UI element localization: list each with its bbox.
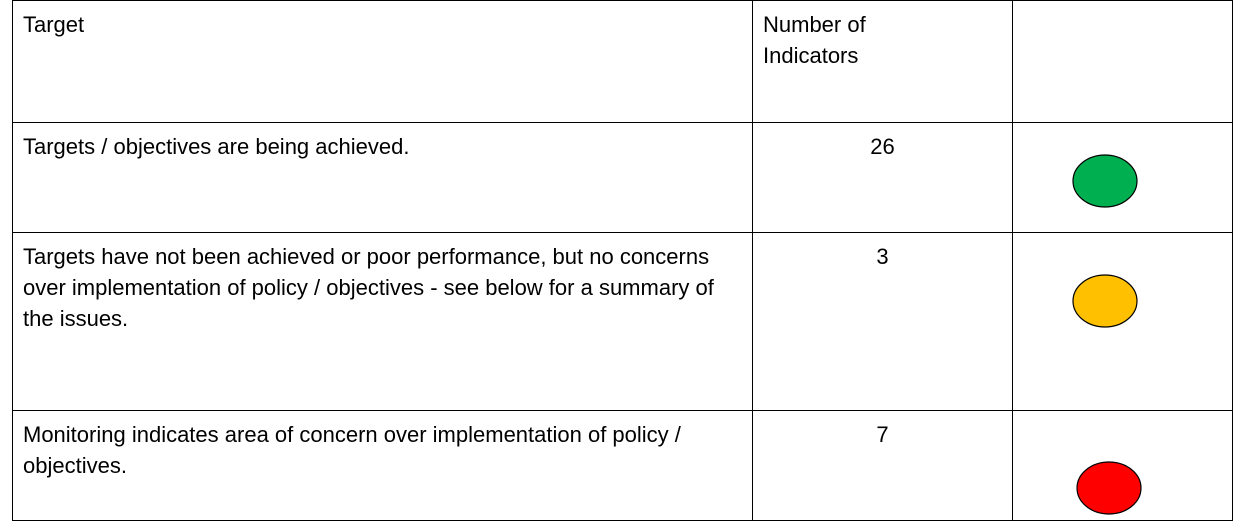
target-cell: Targets have not been achieved or poor p… [12,232,753,411]
status-table: Target Number of Indicators Targets / ob… [12,0,1233,521]
header-text: Number of Indicators [763,12,866,68]
row: Targets / objectives are being achieved.… [12,122,1233,233]
status-cell [1012,232,1233,411]
row: Monitoring indicates area of concern ove… [12,410,1233,521]
row: Targets have not been achieved or poor p… [12,232,1233,411]
status-cell [1012,410,1233,521]
count-cell: 7 [752,410,1013,521]
header-cell: Target [12,0,753,123]
status-circle [1076,461,1142,515]
status-circle [1072,154,1138,208]
header-cell [1012,0,1233,123]
target-cell: Monitoring indicates area of concern ove… [12,410,753,521]
status-circle [1072,274,1138,328]
header-cell: Number of Indicators [752,0,1013,123]
status-icon [1072,274,1138,328]
count-cell: 3 [752,232,1013,411]
status-icon [1076,461,1142,515]
header-row: Target Number of Indicators [12,0,1233,123]
target-cell: Targets / objectives are being achieved. [12,122,753,233]
status-icon [1072,154,1138,208]
count-cell: 26 [752,122,1013,233]
status-cell [1012,122,1233,233]
